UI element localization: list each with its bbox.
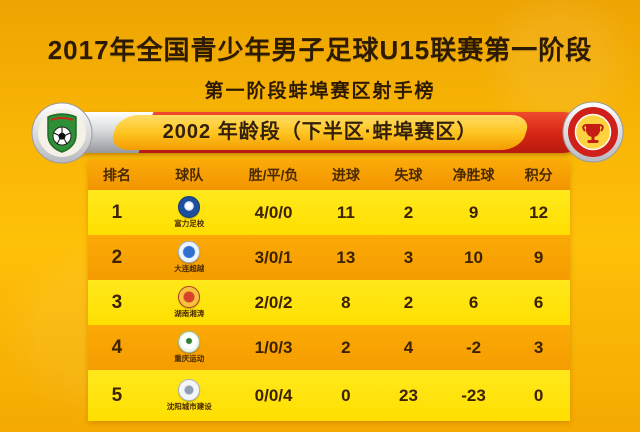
wdl-cell: 0/0/4 [254, 385, 293, 405]
team-name: 沈阳城市建设 [166, 402, 212, 412]
trophy-crest-icon [562, 101, 624, 163]
team-name: 重庆运动 [174, 354, 205, 364]
rank-cell: 4 [111, 336, 123, 358]
table-row: 5 沈阳城市建设 0/0/4 0 23 -23 0 [88, 370, 570, 421]
goal-diff-cell: 10 [464, 247, 484, 267]
football-crest-icon [31, 102, 93, 164]
team-cell: 富力足校 [146, 196, 233, 228]
goals-for-cell: 11 [336, 202, 355, 222]
rank-cell: 1 [111, 201, 123, 223]
points-cell: 3 [533, 337, 544, 357]
goals-for-cell: 0 [341, 385, 351, 405]
wdl-cell: 1/0/3 [254, 337, 293, 357]
points-cell: 12 [529, 202, 549, 222]
goal-diff-cell: 9 [468, 202, 479, 222]
goals-for-cell: 13 [336, 247, 356, 267]
goals-for-cell: 2 [341, 337, 351, 357]
team-cell: 重庆运动 [146, 331, 233, 363]
goals-against-cell: 3 [403, 247, 414, 267]
column-header-goals-against: 失球 [394, 167, 423, 183]
goals-for-cell: 8 [341, 292, 351, 312]
points-cell: 6 [533, 292, 544, 312]
team-name: 富力足校 [174, 219, 205, 229]
table-row: 4 重庆运动 1/0/3 2 4 -2 3 [88, 325, 570, 370]
team-cell: 沈阳城市建设 [146, 379, 233, 411]
goals-against-cell: 2 [403, 202, 414, 222]
points-cell: 9 [533, 247, 544, 267]
page-subtitle: 第一阶段蚌埠赛区射手榜 [204, 81, 436, 102]
rank-cell: 2 [111, 246, 123, 268]
team-name: 湖南湘涛 [174, 309, 205, 319]
points-cell: 0 [533, 385, 544, 405]
goals-against-cell: 4 [403, 337, 414, 357]
table-row: 3 湖南湘涛 2/0/2 8 2 6 6 [88, 280, 570, 325]
goals-against-cell: 23 [399, 385, 418, 405]
column-header-rank: 排名 [102, 167, 131, 183]
column-header-points: 积分 [524, 167, 553, 183]
column-header-goals-for: 进球 [331, 167, 360, 183]
goal-diff-cell: -2 [466, 337, 482, 357]
table-header-row: 排名 球队 胜/平/负 进球 失球 净胜球 积分 [88, 160, 570, 190]
column-header-wdl: 胜/平/负 [248, 167, 299, 183]
wdl-cell: 4/0/0 [254, 202, 293, 222]
team-cell: 湖南湘涛 [146, 286, 233, 318]
team-badge-icon [178, 286, 201, 309]
wdl-cell: 2/0/2 [254, 292, 293, 312]
table-row: 1 富力足校 4/0/0 11 2 9 12 [88, 190, 570, 235]
age-group-label: 2002 年龄段（下半区·蚌埠赛区） [162, 121, 478, 143]
rank-cell: 3 [111, 291, 123, 313]
rank-cell: 5 [111, 384, 123, 406]
column-header-team: 球队 [175, 167, 204, 183]
column-header-goal-diff: 净胜球 [452, 167, 495, 183]
team-badge-icon [178, 379, 201, 402]
team-cell: 大连超越 [146, 241, 233, 273]
team-badge-icon [178, 241, 201, 264]
standings-table: 排名 球队 胜/平/负 进球 失球 净胜球 积分 1 富力足校 4/0/0 11… [88, 160, 570, 421]
table-row: 2 大连超越 3/0/1 13 3 10 9 [88, 235, 570, 280]
goals-against-cell: 2 [403, 292, 414, 312]
goal-diff-cell: -23 [461, 385, 486, 405]
age-group-banner: 2002 年龄段（下半区·蚌埠赛区） [56, 112, 584, 153]
goal-diff-cell: 6 [468, 292, 479, 312]
page-title: 2017年全国青少年男子足球U15联赛第一阶段 [47, 35, 593, 65]
team-badge-icon [178, 196, 201, 219]
wdl-cell: 3/0/1 [254, 247, 293, 267]
team-name: 大连超越 [174, 264, 205, 274]
team-badge-icon [178, 331, 201, 354]
